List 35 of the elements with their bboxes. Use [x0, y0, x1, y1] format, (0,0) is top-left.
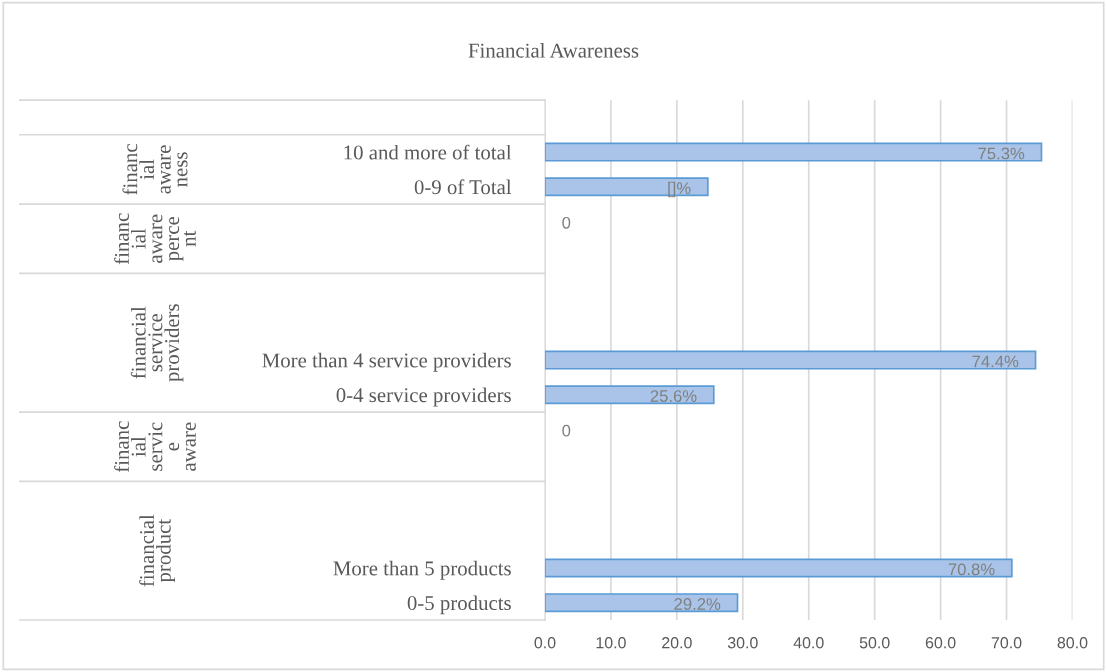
text: financial product [139, 514, 175, 587]
text: financ ial servic e aware [114, 421, 196, 473]
y-tick-label: 0-4 service providers [336, 387, 511, 407]
data-label: 0 [562, 216, 571, 229]
y-tick-label: 10 and more of total [344, 144, 512, 160]
y-tick-label: More than 4 service providers [262, 352, 511, 372]
x-tick-label: 0.0 [534, 637, 556, 649]
data-label: 25.6% [650, 390, 697, 402]
data-label: []% [668, 181, 691, 198]
y-tick-label: 0-9 of Total [414, 179, 512, 195]
bar [544, 350, 1037, 370]
x-tick-label: 60.0 [925, 637, 956, 649]
text: financial service providers [130, 304, 184, 382]
data-label: 70.8% [948, 563, 995, 576]
y-tick-label: 0-5 products [407, 595, 511, 615]
data-label: 75.3% [978, 147, 1025, 160]
chart-title: Financial Awareness [468, 42, 639, 58]
x-tick-label: 20.0 [662, 637, 692, 649]
bar [544, 177, 709, 197]
text: financ ial aware perce nt [114, 213, 196, 265]
bar [544, 385, 715, 405]
x-tick-label: 70.0 [991, 637, 1022, 649]
data-label: 74.4% [972, 355, 1019, 368]
x-tick-label: 80.0 [1057, 637, 1088, 649]
data-label: 0 [562, 424, 571, 437]
x-tick-label: 30.0 [727, 637, 758, 649]
bar [544, 593, 739, 613]
x-tick-label: 50.0 [859, 637, 890, 649]
x-tick-label: 40.0 [793, 637, 824, 649]
bar [544, 142, 1043, 162]
text: financ ial aware ness [122, 144, 188, 195]
data-label: 29.2% [674, 598, 721, 610]
bar [544, 558, 1013, 578]
x-tick-label: 10.0 [596, 637, 626, 649]
y-tick-label: More than 5 products [333, 560, 511, 580]
